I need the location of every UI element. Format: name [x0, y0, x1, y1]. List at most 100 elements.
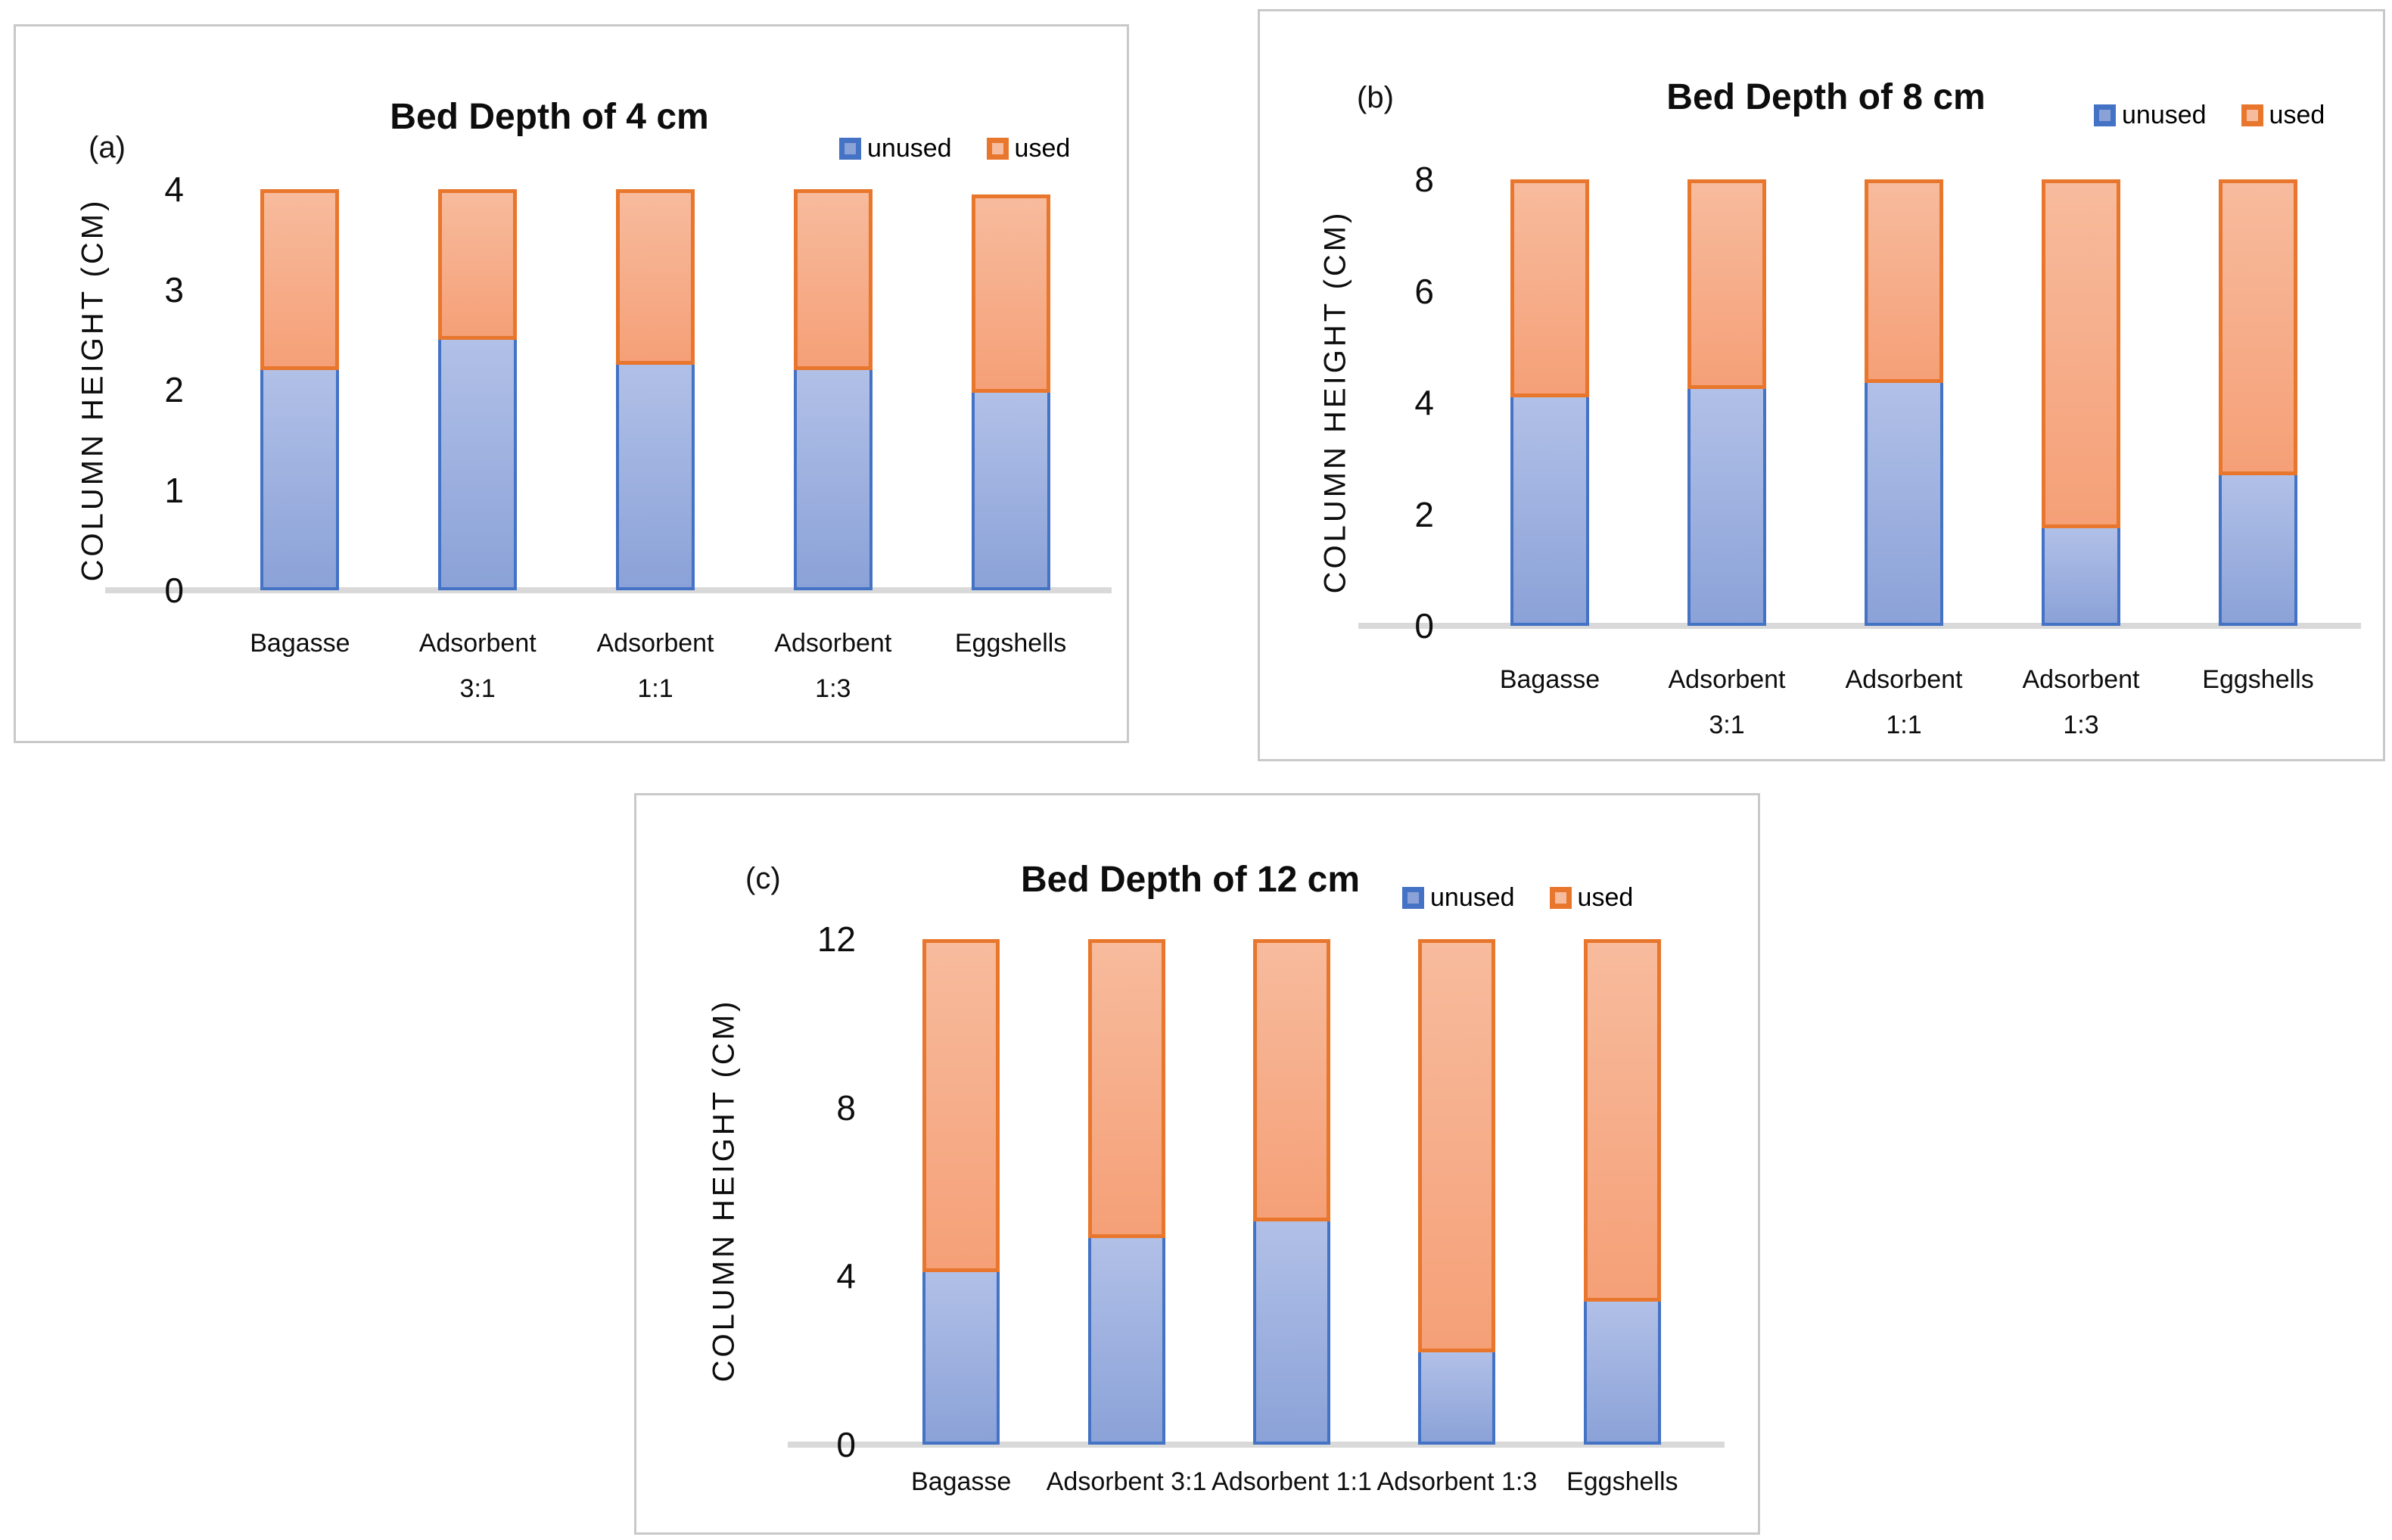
- category-label-line2: 1:3: [815, 674, 851, 703]
- category-label: Bagasse: [250, 629, 350, 658]
- x-axis-line: [105, 587, 1112, 593]
- category-label-line2: 3:1: [459, 674, 496, 703]
- legend-swatch-unused-icon: [2094, 104, 2116, 126]
- x-axis-line: [788, 1442, 1725, 1448]
- plot-area-a: 0 1 2 3 4 Bagasse Adsorbent 3:1 Adsorbent 1:1 Adso…: [16, 26, 1127, 741]
- x-axis-line: [1358, 623, 2361, 629]
- category-label: Eggshells: [1566, 1467, 1678, 1496]
- legend-item-unused: unused: [839, 134, 952, 163]
- category-label: Bagasse: [911, 1467, 1012, 1496]
- y-tick-label: 8: [1414, 160, 1434, 199]
- bar-segment-unused: [438, 339, 518, 590]
- legend-swatch-used-icon: [1549, 887, 1572, 909]
- bar-segment-used: [2042, 179, 2120, 528]
- category-label: Bagasse: [1499, 665, 1600, 694]
- bar-segment-unused: [1510, 397, 1589, 626]
- category-label-line2: 1:1: [1886, 711, 1922, 739]
- legend-item-used: used: [1549, 883, 1634, 913]
- bar-segment-unused: [1418, 1352, 1496, 1445]
- legend-item-used: used: [986, 134, 1071, 163]
- category-label: Eggshells: [954, 629, 1067, 658]
- chart-panel-a: (a) Bed Depth of 4 cm unused used COLUMN…: [14, 24, 1129, 743]
- category-label: Adsorbent 1:3: [1376, 1467, 1538, 1496]
- y-tick-label: 4: [836, 1256, 856, 1296]
- legend-c: unused used: [1402, 883, 1633, 913]
- y-tick-label: 3: [164, 269, 184, 310]
- legend-label-used: used: [1577, 883, 1634, 912]
- category-label-line2: 3:1: [1709, 711, 1745, 739]
- legend-label-unused: unused: [1430, 883, 1515, 912]
- bar-segment-unused: [922, 1271, 1000, 1445]
- legend-b: unused used: [2094, 101, 2325, 130]
- legend-a: unused used: [839, 134, 1070, 163]
- y-tick-label: 0: [836, 1425, 856, 1464]
- bar-segment-unused: [1687, 388, 1766, 626]
- bar-segment-unused: [2042, 527, 2120, 626]
- bar-segment-used: [793, 189, 873, 370]
- y-tick-label: 12: [817, 919, 856, 959]
- legend-swatch-unused-icon: [1402, 887, 1424, 909]
- category-label: Eggshells: [2202, 665, 2314, 694]
- y-tick-label: 0: [1414, 606, 1434, 646]
- category-label-line2: 1:1: [637, 674, 673, 703]
- bar-segment-used: [1087, 939, 1165, 1239]
- bar-segment-unused: [1583, 1301, 1661, 1445]
- y-tick-label: 6: [1414, 271, 1434, 311]
- y-tick-label: 8: [836, 1087, 856, 1128]
- chart-title-c: Bed Depth of 12 cm: [1020, 860, 1361, 900]
- bar-segment-used: [922, 939, 1000, 1272]
- y-tick-label: 1: [164, 470, 184, 510]
- bar-segment-used: [2219, 179, 2297, 475]
- bar-segment-used: [1865, 179, 1943, 384]
- y-tick-label: 2: [164, 370, 184, 409]
- plot-area-b: 0 2 4 6 8 Bagasse Adsorbent 3:1 Adsorbent 1:1 Adso…: [1260, 11, 2383, 759]
- bar-segment-used: [1418, 939, 1496, 1352]
- bar-segment-unused: [260, 369, 340, 590]
- panel-label-a: (a): [89, 131, 126, 164]
- bar-segment-unused: [1253, 1221, 1330, 1445]
- bar-segment-used: [1253, 939, 1330, 1221]
- category-label: Adsorbent 3:1: [1046, 1467, 1207, 1496]
- category-label: Adsorbent: [1845, 665, 1963, 694]
- y-tick-label: 4: [164, 170, 184, 209]
- chart-title-a: Bed Depth of 4 cm: [390, 97, 709, 137]
- category-label: Adsorbent: [418, 629, 537, 658]
- bar-segment-unused: [1087, 1238, 1165, 1445]
- bar-segment-unused: [2219, 474, 2297, 626]
- bar-segment-used: [1687, 179, 1766, 389]
- legend-item-unused: unused: [1402, 883, 1515, 913]
- panel-label-c: (c): [745, 862, 781, 895]
- legend-item-used: used: [2241, 101, 2325, 130]
- panel-label-b: (b): [1357, 81, 1394, 114]
- legend-label-unused: unused: [2122, 101, 2207, 129]
- legend-swatch-used-icon: [986, 138, 1009, 160]
- legend-label-used: used: [2269, 101, 2325, 129]
- bar-segment-used: [438, 189, 518, 340]
- bar-segment-used: [260, 189, 340, 370]
- category-label-line2: 1:3: [2063, 711, 2099, 739]
- bar-segment-used: [1510, 179, 1589, 397]
- legend-swatch-used-icon: [2241, 104, 2263, 126]
- bar-segment-used: [1583, 939, 1661, 1302]
- bar-segment-used: [971, 194, 1050, 393]
- plot-area-c: 0 4 8 12 Bagasse Adsorbent 3:1 Adsorbent 1:1 Ad…: [636, 795, 1758, 1532]
- bar-segment-unused: [971, 392, 1050, 590]
- chart-title-b: Bed Depth of 8 cm: [1666, 77, 1986, 117]
- category-label: Adsorbent: [774, 629, 892, 658]
- bar-segment-unused: [793, 369, 873, 590]
- category-label: Adsorbent: [2022, 665, 2140, 694]
- y-tick-label: 2: [1414, 494, 1434, 534]
- category-label: Adsorbent: [596, 629, 714, 658]
- legend-label-used: used: [1014, 134, 1071, 163]
- category-label: Adsorbent 1:1: [1212, 1467, 1372, 1496]
- chart-panel-c: (c) Bed Depth of 12 cm unused used COLUM…: [634, 793, 1760, 1535]
- y-tick-label: 0: [164, 571, 184, 610]
- bar-segment-unused: [1865, 383, 1943, 626]
- legend-item-unused: unused: [2094, 101, 2207, 130]
- bar-segment-used: [616, 189, 695, 365]
- category-label: Adsorbent: [1668, 665, 1786, 694]
- legend-label-unused: unused: [867, 134, 952, 163]
- y-tick-label: 4: [1414, 383, 1434, 422]
- bar-segment-unused: [616, 364, 695, 590]
- chart-panel-b: (b) Bed Depth of 8 cm unused used COLUMN…: [1258, 9, 2385, 761]
